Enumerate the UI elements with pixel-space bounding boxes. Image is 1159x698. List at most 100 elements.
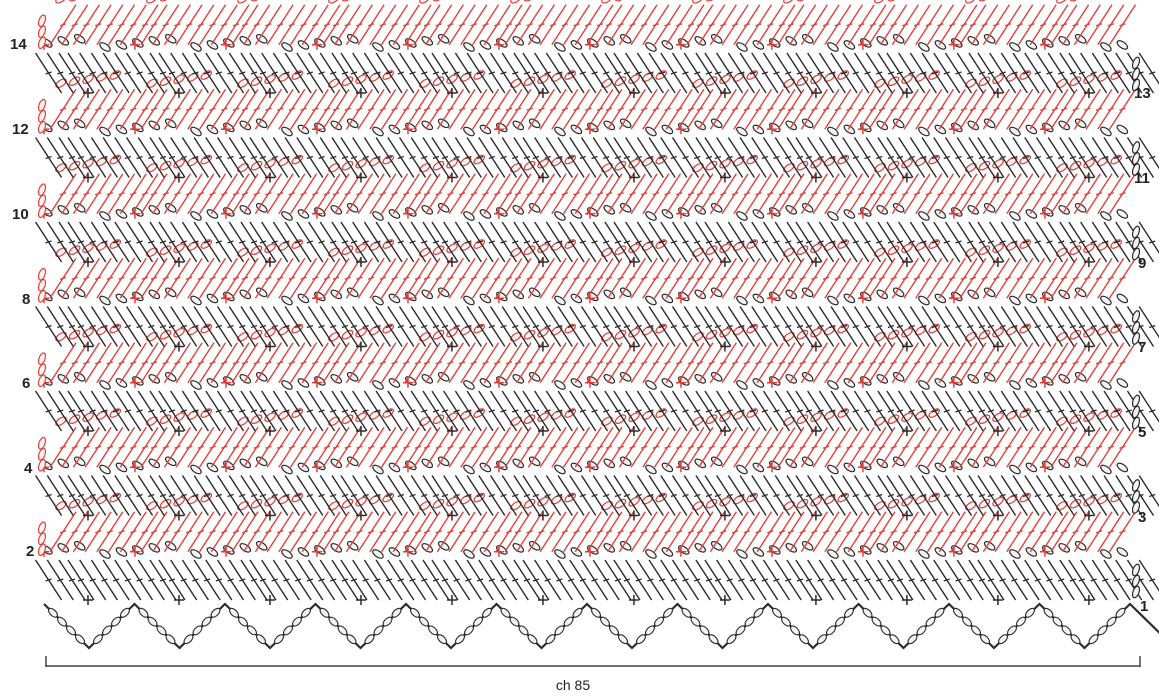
block-row-3: [977, 456, 1087, 521]
block-row-9: [886, 202, 996, 267]
chain-stitch-symbol-icon: [663, 607, 673, 618]
chain-stitch-symbol-icon: [889, 634, 900, 645]
block-row-9: [522, 202, 632, 267]
chain-stitch-symbol-icon: [817, 634, 827, 645]
block-row-3: [795, 456, 905, 521]
chain-stitch-symbol-icon: [210, 607, 221, 618]
row-label-9: 9: [1138, 255, 1146, 272]
row-label-4: 4: [24, 460, 33, 477]
turning-chain-icon: [37, 352, 47, 366]
block-row-2: [675, 492, 796, 557]
chain-stitch-symbol-icon: [681, 607, 692, 618]
block-row-9: [704, 202, 814, 267]
block-row-14: [220, 0, 341, 50]
chain-stitch-symbol-icon: [138, 607, 149, 618]
block-row-6: [311, 323, 432, 388]
block-row-6: [220, 323, 341, 388]
row-label-7: 7: [1138, 339, 1146, 356]
turning-chain-icon: [1131, 416, 1141, 430]
chain-stitch-symbol-icon: [609, 625, 619, 636]
block-row-12: [129, 70, 250, 135]
chain-stitch-symbol-icon: [201, 616, 212, 627]
chain-stitch-symbol-icon: [437, 634, 447, 645]
block-row-3: [613, 456, 723, 521]
chain-stitch-symbol-icon: [120, 607, 130, 618]
block-row-13: [1068, 40, 1159, 98]
block-row-8: [129, 239, 250, 304]
turning-chain-icon: [37, 532, 47, 546]
block-row-11: [158, 118, 268, 183]
row-label-14: 14: [10, 36, 27, 53]
chain-stitch-symbol-icon: [419, 616, 429, 627]
block-row-1: [431, 540, 541, 605]
block-row-8: [1039, 239, 1137, 304]
chain-stitch-symbol-icon: [156, 625, 167, 636]
row-label-13: 13: [1134, 85, 1151, 102]
block-row-13: [977, 33, 1087, 98]
chain-stitch-symbol-icon: [690, 616, 701, 627]
chain-stitch-symbol-icon: [654, 616, 664, 627]
chain-stitch-symbol-icon: [781, 616, 791, 627]
chain-stitch-symbol-icon: [1106, 616, 1117, 627]
block-row-8: [675, 239, 796, 304]
turning-chain-icon: [1131, 332, 1141, 345]
chain-stitch-symbol-icon: [862, 607, 873, 618]
chain-stitch-symbol-icon: [554, 625, 565, 636]
block-row-7: [704, 287, 814, 352]
block-row-3: [886, 456, 996, 521]
block-row-1: [977, 540, 1087, 605]
block-row-11: [431, 118, 541, 183]
block-row-4: [948, 408, 1069, 473]
block-row-2: [1039, 492, 1137, 557]
block-row-2: [311, 492, 432, 557]
chain-stitch-symbol-icon: [283, 625, 293, 636]
chain-stitch-symbol-icon: [147, 616, 158, 627]
chain-stitch-symbol-icon: [391, 607, 402, 618]
block-row-1: [795, 540, 905, 605]
chain-stitch-symbol-icon: [346, 634, 357, 645]
block-row-10: [311, 154, 432, 219]
chain-stitch-symbol-icon: [292, 616, 302, 627]
block-row-3: [158, 456, 268, 521]
block-row-5: [522, 371, 632, 436]
chain-stitch-symbol-icon: [247, 625, 257, 636]
chain-stitch-symbol-icon: [980, 634, 990, 645]
chain-stitch-symbol-icon: [772, 607, 782, 618]
block-row-13: [340, 33, 450, 98]
chain-stitch-symbol-icon: [645, 625, 655, 636]
turning-chain-icon: [1131, 247, 1141, 261]
block-row-13: [613, 33, 723, 98]
block-row-4: [402, 408, 523, 473]
turning-chain-icon: [37, 36, 47, 50]
chain-stitch-symbol-icon: [500, 607, 511, 618]
block-row-7: [34, 287, 86, 347]
block-row-4: [584, 408, 705, 473]
block-row-14: [857, 0, 978, 50]
chain-stitch-symbol-icon: [916, 625, 927, 636]
block-row-11: [886, 118, 996, 183]
block-row-13: [522, 33, 632, 98]
block-row-1: [249, 540, 359, 605]
block-row-14: [675, 0, 796, 50]
block-row-14: [129, 0, 250, 50]
chain-stitch-symbol-icon: [165, 634, 176, 645]
chain-stitch-symbol-icon: [636, 634, 646, 645]
block-row-6: [402, 323, 523, 388]
block-row-4: [129, 408, 250, 473]
stitch-pattern: [34, 0, 1159, 650]
block-row-12: [584, 70, 705, 135]
chain-stitch-symbol-icon: [111, 616, 121, 627]
block-row-1: [67, 540, 177, 605]
block-row-9: [67, 202, 177, 267]
block-row-6: [675, 323, 796, 388]
row-label-3: 3: [1138, 509, 1146, 526]
chain-stitch-symbol-icon: [998, 634, 1008, 645]
chain-stitch-symbol-icon: [256, 634, 266, 645]
chain-stitch-symbol-icon: [835, 616, 845, 627]
chain-stitch-symbol-icon: [699, 625, 710, 636]
chain-stitch-symbol-icon: [744, 616, 755, 627]
turning-chain-icon: [37, 374, 47, 388]
chain-stitch-symbol-icon: [455, 634, 465, 645]
block-row-8: [220, 239, 341, 304]
turning-chain-icon: [37, 14, 47, 28]
